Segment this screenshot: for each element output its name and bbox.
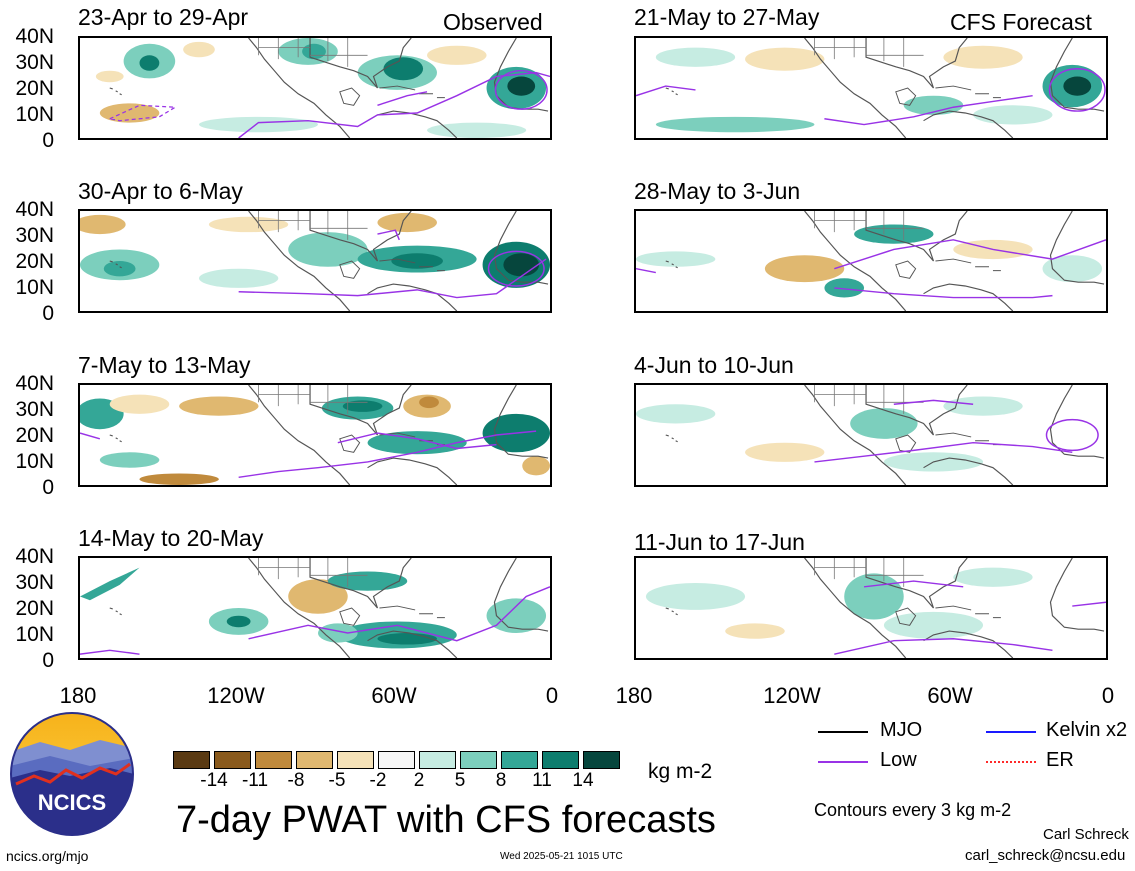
colorbar-units: kg m-2 [648,760,713,783]
legend-label-er: ER [1046,749,1074,771]
map-observed-3 [78,383,552,487]
map-observed-2 [78,209,552,313]
panel-title-left-3: 7-May to 13-May [78,352,251,378]
lat-label: 0 [42,129,54,152]
main-title: 7-day PWAT with CFS forecasts [176,799,716,841]
colorbar-swatch [583,751,620,769]
lat-label: 0 [42,476,54,499]
panel-title-right-3: 4-Jun to 10-Jun [634,352,794,378]
panel-title-right-2: 28-May to 3-Jun [634,178,801,204]
lat-label: 40N [15,372,54,395]
legend-line-er [986,761,1036,765]
lon-label: 180 [59,683,97,708]
colorbar-swatch [419,751,456,769]
lon-label: 180 [615,683,653,708]
timestamp: Wed 2025-05-21 1015 UTC [500,851,623,862]
lon-label: 120W [207,683,265,708]
lat-label: 30N [15,224,54,247]
colorbar-swatch [337,751,374,769]
colorbar-label: -8 [287,770,305,791]
panel-title-left-2: 30-Apr to 6-May [78,178,243,204]
lon-label: 60W [371,683,417,708]
colorbar-swatch [214,751,251,769]
colorbar-label: -11 [241,770,269,791]
ncics-logo: NCICS [10,712,134,836]
colorbar-label: 14 [572,770,594,791]
lat-label: 0 [42,649,54,672]
lon-label: 120W [763,683,821,708]
lat-label: 10N [15,276,54,299]
lat-label: 30N [15,51,54,74]
colorbar-swatch [173,751,210,769]
lat-label: 30N [15,571,54,594]
cfs-forecast-label: CFS Forecast [950,9,1092,35]
map-observed-4 [78,556,552,660]
colorbar-swatch [378,751,415,769]
colorbar-label: 11 [532,770,552,791]
map-forecast-1 [634,36,1108,140]
author-name: Carl Schreck [1043,826,1129,843]
lon-label: 0 [1101,683,1115,708]
map-forecast-4 [634,556,1108,660]
lat-label: 0 [42,302,54,325]
lat-label: 30N [15,398,54,421]
legend-line-mjo [818,731,868,733]
lat-label: 20N [15,77,54,100]
legend-line-low [818,761,868,763]
lat-label: 20N [15,424,54,447]
colorbar-label: -5 [328,770,346,791]
panel-title-right-4: 11-Jun to 17-Jun [634,529,805,555]
observed-label: Observed [443,9,543,35]
colorbar-label: 5 [454,770,466,791]
colorbar-swatch [255,751,292,769]
author-email[interactable]: carl_schreck@ncsu.edu [965,847,1126,864]
lon-label: 60W [927,683,973,708]
logo-text: NCICS [38,790,106,815]
website-link[interactable]: ncics.org/mjo [6,848,89,864]
map-forecast-3 [634,383,1108,487]
panel-title-left-1: 23-Apr to 29-Apr [78,4,249,30]
lat-label: 20N [15,597,54,620]
lat-label: 40N [15,545,54,568]
legend-label-mjo: MJO [880,719,923,741]
legend-label-low: Low [880,749,917,771]
panel-title-right-1: 21-May to 27-May [634,4,820,30]
lon-label: 0 [545,683,559,708]
colorbar-label: 8 [495,770,507,791]
colorbar-swatch [460,751,497,769]
colorbar-label: 2 [413,770,425,791]
lat-label: 10N [15,450,54,473]
lat-label: 10N [15,103,54,126]
lat-label: 20N [15,250,54,273]
colorbar-label: -2 [369,770,387,791]
colorbar-swatch [501,751,538,769]
map-observed-1 [78,36,552,140]
lat-label: 40N [15,25,54,48]
colorbar-label: -14 [200,770,228,791]
lat-label: 10N [15,623,54,646]
map-forecast-2 [634,209,1108,313]
lat-label: 40N [15,198,54,221]
legend-label-kelvin: Kelvin x2 [1046,719,1128,741]
colorbar-swatch [296,751,333,769]
panel-title-left-4: 14-May to 20-May [78,525,264,551]
contours-note: Contours every 3 kg m-2 [814,800,1012,820]
colorbar-swatch [542,751,579,769]
legend-line-kelvin [986,731,1036,733]
